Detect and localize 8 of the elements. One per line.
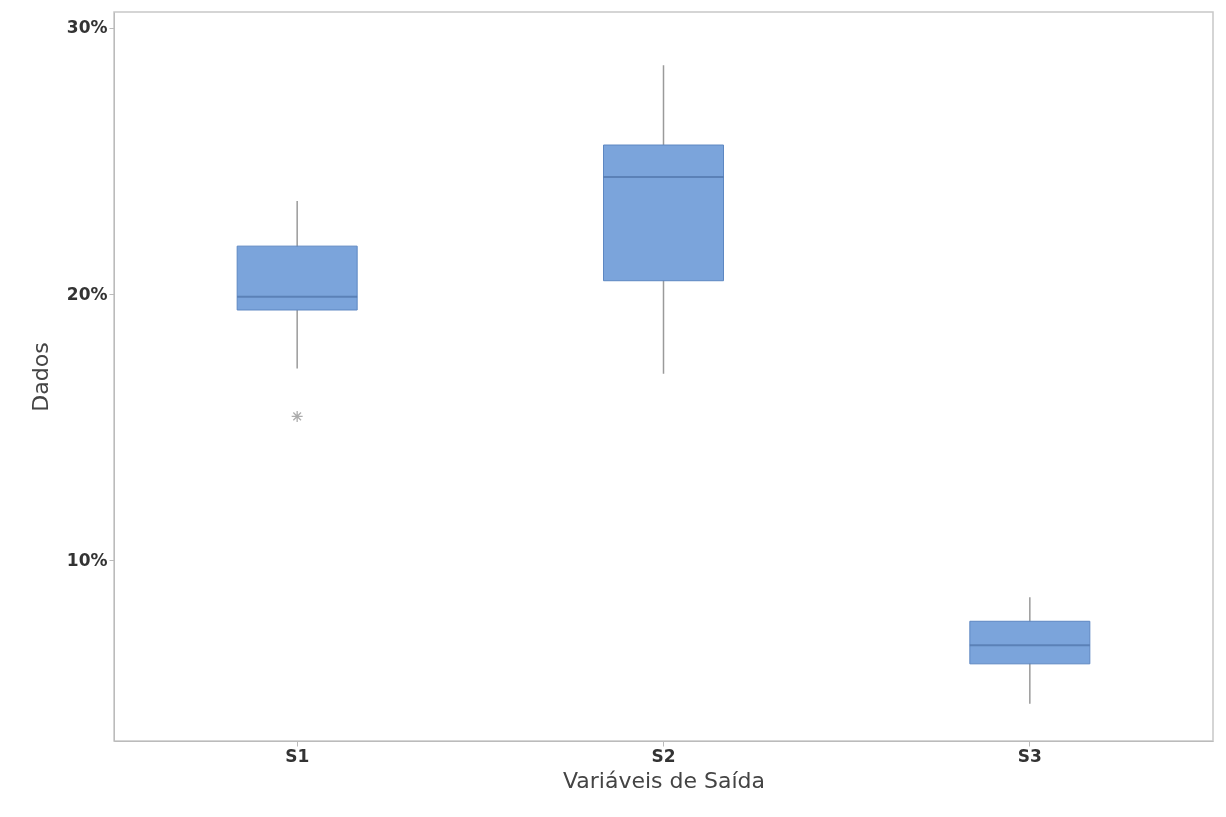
y-tick-label: 30% — [66, 17, 108, 38]
y-tick-label: 10% — [66, 549, 108, 570]
y-axis-title: Dados — [27, 342, 53, 412]
x-axis-title: Variáveis de Saída — [562, 767, 766, 793]
y-tick-label: 20% — [66, 283, 108, 304]
x-tick-label: S3 — [1017, 745, 1042, 766]
x-tick-label: S2 — [651, 745, 676, 766]
x-tick-label: S1 — [285, 745, 310, 766]
